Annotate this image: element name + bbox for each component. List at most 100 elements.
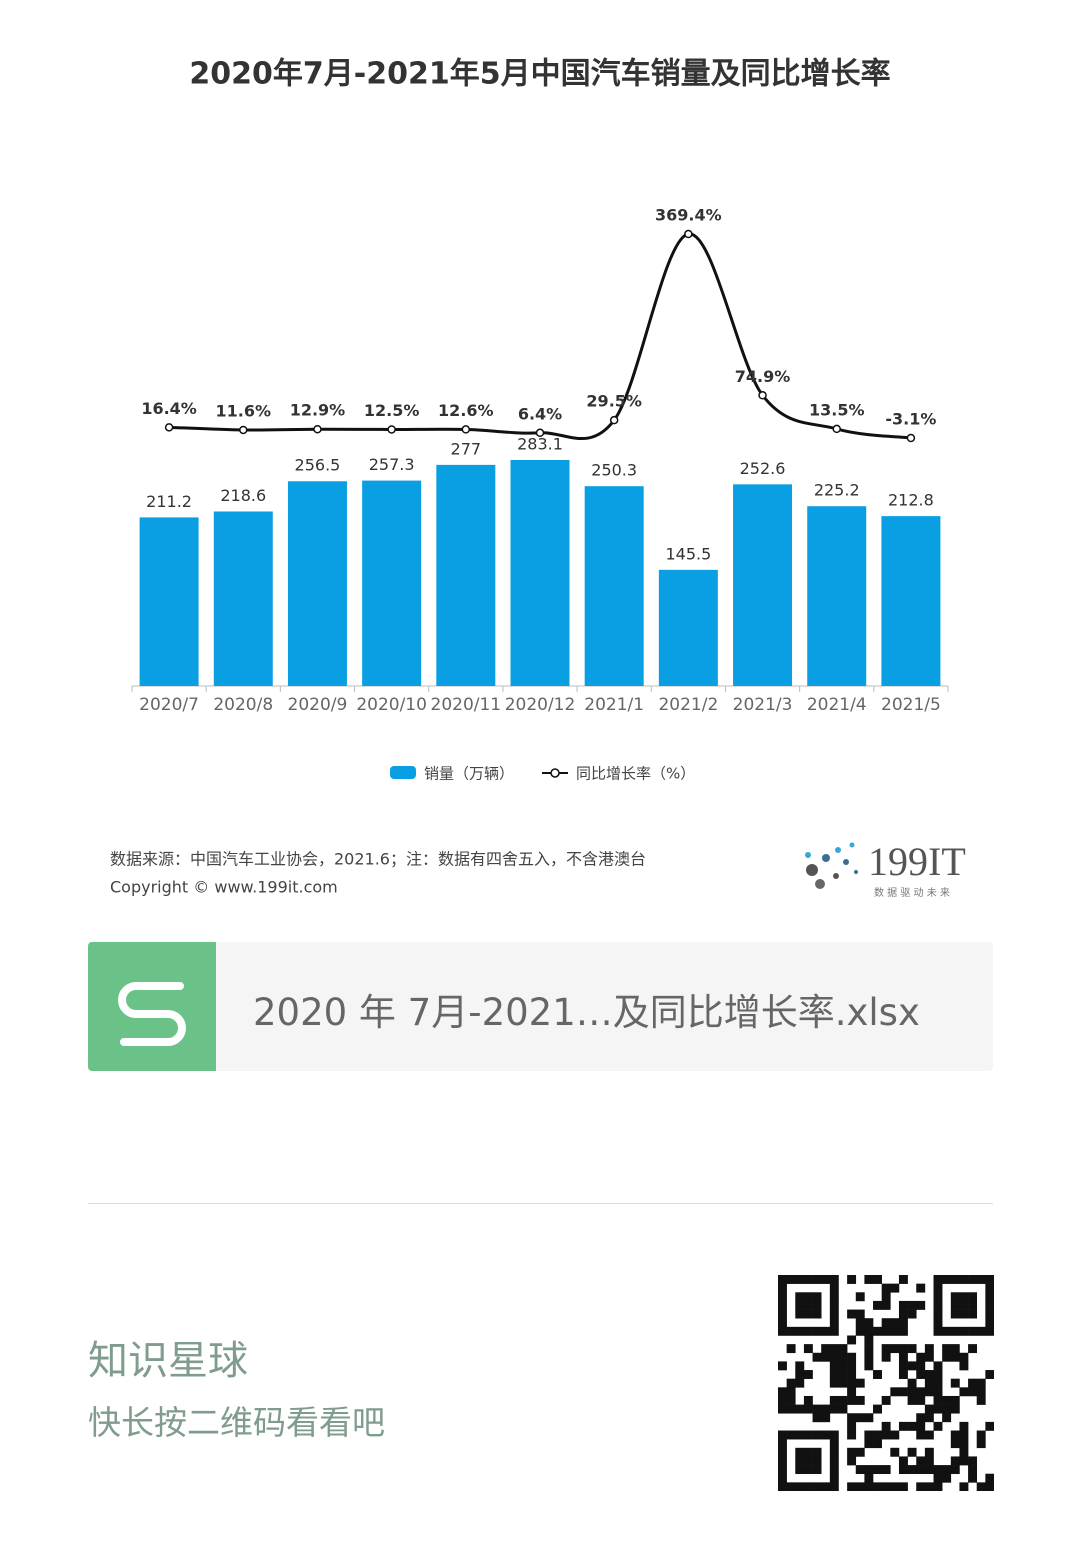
line-value-label: 12.5% [364, 401, 420, 420]
qr-module [985, 1370, 994, 1379]
qr-module [855, 1447, 865, 1457]
qr-module [924, 1344, 934, 1354]
file-card[interactable]: 2020 年 7月-2021…及同比增长率.xlsx [88, 942, 993, 1071]
x-tick-label: 2020/7 [139, 695, 199, 715]
qr-module [907, 1378, 917, 1388]
qr-module [976, 1326, 986, 1336]
qr-module [838, 1352, 848, 1362]
qr-module [942, 1413, 952, 1423]
qr-module [838, 1370, 848, 1379]
qr-module [778, 1473, 787, 1483]
qr-module [829, 1473, 839, 1483]
qr-module [985, 1482, 994, 1491]
qr-module [881, 1352, 891, 1362]
x-tick-label: 2020/8 [213, 695, 273, 715]
qr-module [786, 1395, 796, 1405]
qr-module [950, 1326, 960, 1336]
qr-module [890, 1344, 900, 1354]
qr-module [847, 1335, 857, 1345]
qr-module [778, 1395, 787, 1405]
qr-module [942, 1465, 952, 1475]
qr-module [924, 1387, 934, 1397]
qr-module [898, 1387, 908, 1397]
x-tick-label: 2021/1 [584, 695, 644, 715]
line-marker [832, 424, 841, 434]
qr-module [898, 1300, 908, 1310]
x-tick-label: 2021/5 [881, 695, 941, 715]
qr-module [968, 1378, 978, 1388]
line-marker [684, 229, 693, 239]
qr-module [881, 1465, 891, 1475]
chart-title: 2020年7月-2021年5月中国汽车销量及同比增长率 [189, 57, 890, 92]
qr-module [898, 1309, 908, 1319]
copyright: Copyright © www.199it.com [110, 878, 338, 897]
qr-module [924, 1456, 934, 1466]
qr-module [821, 1482, 831, 1491]
bar [139, 517, 199, 686]
qr-module [916, 1421, 926, 1431]
qr-module [821, 1413, 831, 1423]
qr-module [881, 1318, 891, 1328]
qr-module [829, 1283, 839, 1293]
qr-module [864, 1335, 874, 1345]
qr-module [829, 1430, 839, 1440]
x-tick-label: 2021/3 [733, 695, 793, 715]
qr-module [778, 1439, 787, 1449]
qr-module [959, 1292, 969, 1302]
qr-module [803, 1482, 813, 1491]
qr-module [873, 1430, 882, 1440]
qr-module [985, 1300, 994, 1310]
qr-module [864, 1275, 874, 1284]
qr-module [838, 1395, 848, 1405]
qr-module [786, 1344, 796, 1354]
qr-module [950, 1352, 960, 1362]
qr-module [838, 1404, 848, 1414]
bar [584, 486, 644, 686]
line-marker [535, 428, 545, 438]
bar-value-label: 250.3 [591, 461, 637, 480]
qr-module [959, 1456, 969, 1466]
qr-module [968, 1465, 978, 1475]
qr-module [924, 1465, 934, 1475]
qr-module [985, 1473, 994, 1483]
footer-title: 知识星球 [88, 1338, 248, 1384]
bar-value-label: 211.2 [146, 492, 192, 511]
qr-module [898, 1352, 908, 1362]
qr-module [829, 1404, 839, 1414]
qr-module [924, 1482, 934, 1491]
qr-module [847, 1275, 857, 1284]
qr-module [829, 1309, 839, 1319]
qr-module [898, 1318, 908, 1328]
qr-module [838, 1361, 848, 1371]
qr-module [890, 1387, 900, 1397]
qr-module [898, 1275, 908, 1284]
qr-module [881, 1300, 891, 1310]
qr-module [821, 1344, 831, 1354]
qr-module [890, 1482, 900, 1491]
qr-module [778, 1309, 787, 1319]
qr-module [985, 1421, 994, 1431]
qr-module [821, 1326, 831, 1336]
qr-module [795, 1378, 805, 1388]
qr-module [881, 1344, 891, 1354]
qr-module [847, 1447, 857, 1457]
qr-module [795, 1404, 805, 1414]
qr-module [778, 1292, 787, 1302]
qr-module [847, 1387, 857, 1397]
qr-module [968, 1473, 978, 1483]
qr-module [924, 1352, 934, 1362]
chart: 2020年7月-2021年5月中国汽车销量及同比增长率 数据来源：中国汽车工业协… [110, 57, 966, 900]
qr-module [898, 1456, 908, 1466]
qr-module [916, 1482, 926, 1491]
qr-code[interactable] [778, 1275, 994, 1491]
bar-value-label: 257.3 [369, 455, 415, 474]
qr-module [873, 1465, 882, 1475]
qr-module [933, 1370, 943, 1379]
qr-module [890, 1447, 900, 1457]
qr-module [898, 1344, 908, 1354]
qr-module [881, 1395, 891, 1405]
qr-module [778, 1300, 787, 1310]
qr-module [847, 1430, 857, 1440]
qr-module [812, 1465, 822, 1475]
file-icon [88, 942, 216, 1071]
